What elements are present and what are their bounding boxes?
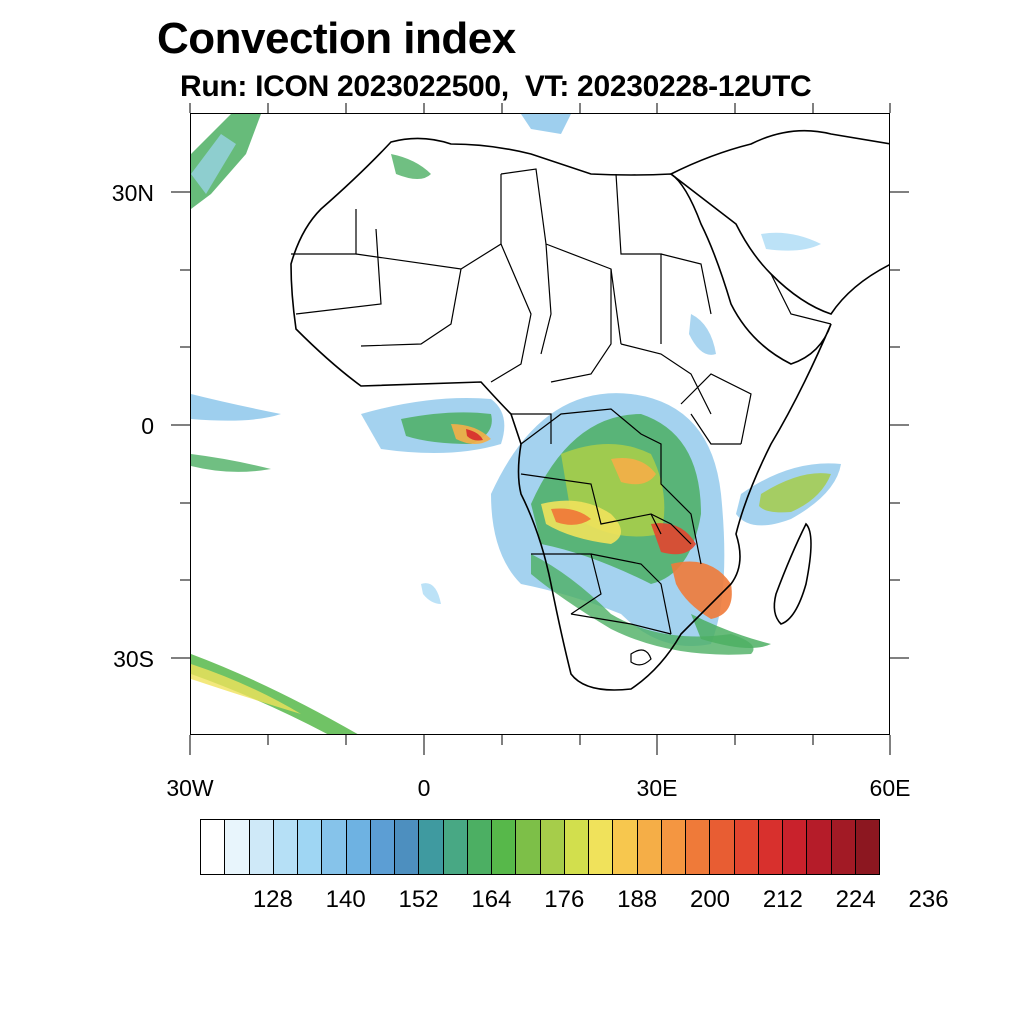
colorbar-swatch <box>710 820 735 874</box>
colorbar-swatch <box>734 820 759 874</box>
colorbar-swatch <box>637 820 662 874</box>
colorbar-label: 140 <box>325 886 366 913</box>
map-canvas <box>191 114 889 734</box>
colorbar-swatch <box>564 820 589 874</box>
country-borders <box>291 168 832 666</box>
colorbar-swatch <box>807 820 832 874</box>
convection-field <box>191 114 841 734</box>
colorbar-label: 188 <box>617 886 658 913</box>
colorbar-label: 200 <box>689 886 731 913</box>
lon-label-60e: 60E <box>869 775 911 801</box>
colorbar-label: 152 <box>398 886 439 913</box>
colorbar-swatch <box>249 820 274 874</box>
lon-label-0: 0 <box>417 775 431 801</box>
colorbar-label: 236 <box>908 886 949 913</box>
colorbar-swatch <box>492 820 517 874</box>
map-panel <box>190 113 890 735</box>
colorbar-swatch <box>516 820 541 874</box>
colorbar-label: 176 <box>544 886 585 913</box>
colorbar-label: 224 <box>835 886 876 913</box>
colorbar-swatch <box>758 820 783 874</box>
colorbar-swatch <box>686 820 711 874</box>
colorbar <box>200 819 880 875</box>
colorbar-swatch <box>855 820 879 874</box>
colorbar-swatch <box>395 820 420 874</box>
lat-label-30n: 30N <box>111 180 154 206</box>
lat-label-30s: 30S <box>113 646 154 672</box>
colorbar-swatch <box>225 820 250 874</box>
colorbar-swatch <box>298 820 323 874</box>
colorbar-swatch <box>589 820 614 874</box>
colorbar-swatch <box>273 820 298 874</box>
colorbar-swatch <box>201 820 226 874</box>
colorbar-swatch <box>443 820 468 874</box>
lat-label-0: 0 <box>141 413 154 439</box>
colorbar-swatch <box>346 820 371 874</box>
lon-label-30e: 30E <box>636 775 678 801</box>
colorbar-label: 164 <box>471 886 512 913</box>
colorbar-label: 128 <box>252 886 293 913</box>
colorbar-swatch <box>540 820 565 874</box>
colorbar-swatch <box>613 820 638 874</box>
colorbar-swatch <box>467 820 492 874</box>
colorbar-swatch <box>419 820 444 874</box>
colorbar-swatch <box>831 820 856 874</box>
chart-subtitle: Run: ICON 2023022500, VT: 20230228-12UTC <box>180 70 812 103</box>
coastline <box>290 129 889 691</box>
colorbar-label: 212 <box>762 886 803 913</box>
colorbar-swatch <box>783 820 808 874</box>
colorbar-swatch <box>370 820 395 874</box>
lon-label-30w: 30W <box>166 775 214 801</box>
colorbar-swatch <box>661 820 686 874</box>
chart-title: Convection index <box>157 14 516 63</box>
colorbar-swatch <box>322 820 347 874</box>
